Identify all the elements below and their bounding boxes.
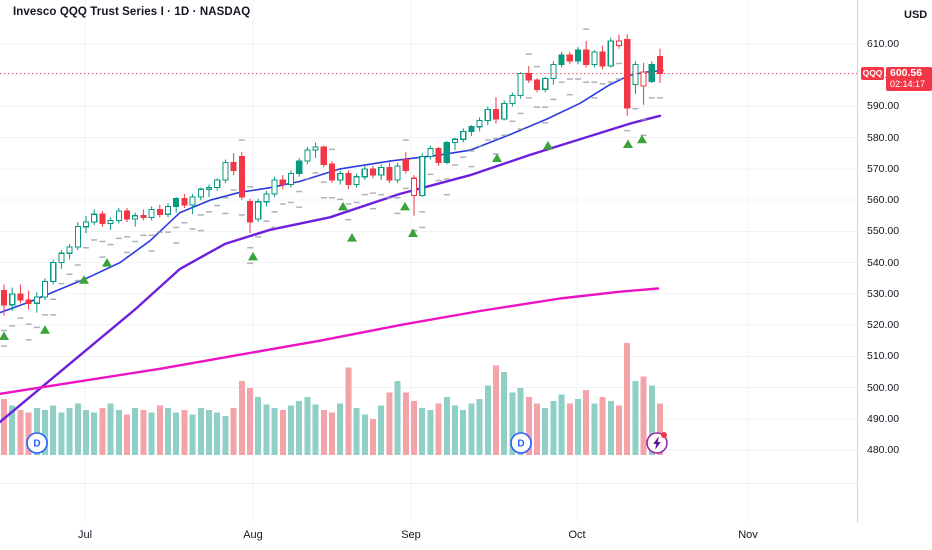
- price-tick-label: 590.00: [867, 100, 900, 113]
- price-tick-label: 520.00: [867, 319, 900, 332]
- month-label[interactable]: Aug: [243, 529, 263, 541]
- candlesticks: [0, 34, 664, 316]
- price-tick-label: 500.00: [867, 381, 900, 394]
- dividend-marker[interactable]: D: [26, 432, 48, 454]
- price-tick-label: 480.00: [867, 444, 900, 456]
- currency-label: USD: [904, 9, 928, 21]
- price-tick-label: 570.00: [867, 162, 900, 175]
- bar-countdown: 02:14:17: [890, 79, 926, 90]
- volume-histogram: [1, 343, 663, 455]
- price-tick-label: 550.00: [867, 225, 900, 238]
- ma-purple: [0, 114, 662, 424]
- price-tick-label: 530.00: [867, 287, 900, 300]
- month-label[interactable]: Sep: [401, 529, 421, 541]
- month-label[interactable]: Oct: [568, 529, 586, 541]
- price-tick-label: 490.00: [867, 412, 900, 425]
- symbol-title[interactable]: Invesco QQQ Trust Series I · 1D · NASDAQ: [13, 6, 251, 18]
- ma-magenta: [0, 287, 660, 395]
- last-price-value: 600.56: [890, 67, 923, 80]
- ma-blue: [0, 69, 664, 314]
- events-lightning-icon[interactable]: [646, 432, 668, 454]
- svg-text:D: D: [33, 439, 40, 450]
- signal-up-triangles: [0, 134, 647, 341]
- dividend-marker[interactable]: D: [510, 432, 532, 454]
- price-tick-label: 610.00: [867, 38, 900, 50]
- price-tick-label: 560.00: [867, 194, 900, 207]
- symbol-price-label: QQQ: [861, 67, 884, 81]
- time-axis[interactable]: Jul Aug Sep Oct Nov: [0, 523, 932, 550]
- price-tick-label: 540.00: [867, 256, 900, 269]
- month-label[interactable]: Jul: [77, 529, 93, 541]
- month-label[interactable]: Nov: [738, 529, 758, 541]
- last-price-badge: 600.56 02:14:17: [886, 67, 932, 92]
- price-tick-label: 510.00: [867, 350, 900, 363]
- price-tick-label: 580.00: [867, 131, 900, 144]
- svg-text:D: D: [517, 439, 524, 450]
